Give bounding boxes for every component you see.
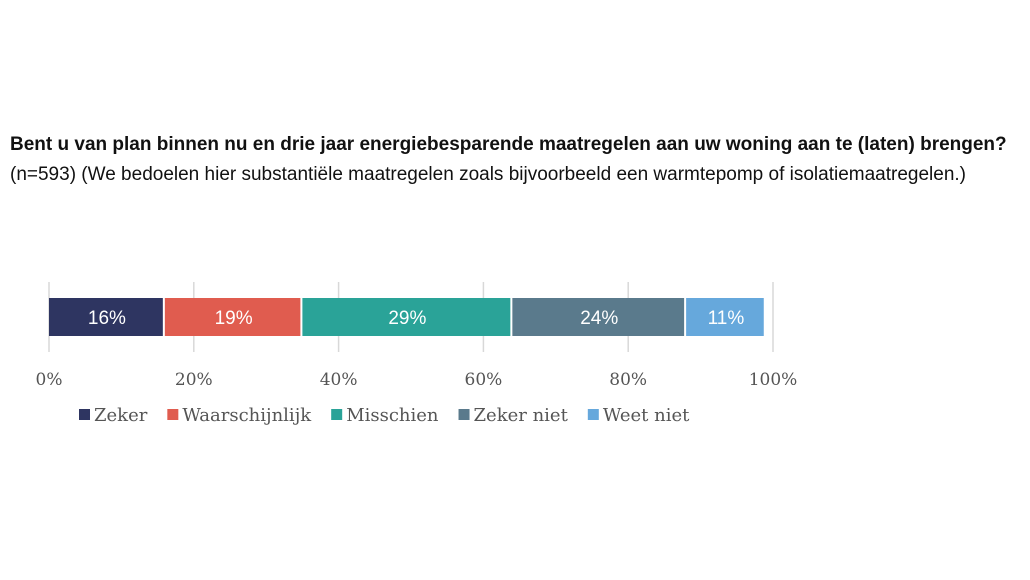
question-title: Bent u van plan binnen nu en drie jaar e… [10,134,1007,155]
legend-label: Zeker niet [474,405,569,426]
question-subtitle: (n=593) (We bedoelen hier substantiële m… [10,164,967,185]
legend-label: Misschien [346,405,439,426]
legend-label: Zeker [94,405,148,426]
bar-segment [49,298,163,336]
chart-question: Bent u van plan binnen nu en drie jaar e… [10,130,1025,190]
data-label: 19% [215,308,253,329]
data-label: 16% [88,308,126,329]
x-tick-label: 80% [609,370,647,390]
legend-label: Weet niet [603,405,690,426]
x-tick-label: 20% [175,370,213,390]
legend-swatch [79,409,90,420]
x-axis-ticks: 0% 20% 40% 60% 80% 100% [36,370,798,390]
x-tick-label: 100% [749,370,798,390]
x-tick-label: 40% [320,370,358,390]
bar-segment [512,298,685,336]
legend: Zeker Waarschijnlijk Misschien Zeker niet We… [79,405,690,426]
legend-label: Waarschijnlijk [182,405,312,426]
bar-segments: 16% 19% 29% 24% 11% [49,298,764,336]
x-tick-label: 0% [36,370,63,390]
data-label: 29% [388,308,426,329]
data-label: 24% [580,308,618,329]
legend-swatch [331,409,343,420]
legend-swatch [458,409,470,420]
bar-segment [302,298,511,336]
data-label: 11% [708,308,745,329]
x-tick-label: 60% [465,370,503,390]
legend-swatch [587,409,599,420]
bar-segment [686,298,764,336]
bar-segment [164,298,301,336]
legend-swatch [167,409,179,420]
